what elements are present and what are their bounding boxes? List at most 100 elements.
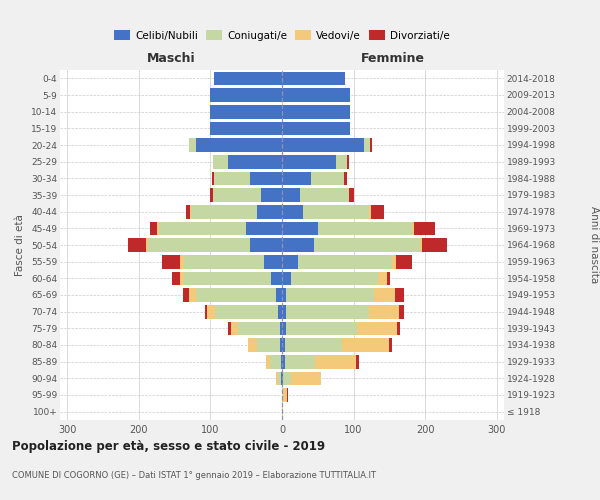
Bar xyxy=(276,372,282,385)
Bar xyxy=(246,222,282,235)
Text: Popolazione per età, sesso e stato civile - 2019: Popolazione per età, sesso e stato civil… xyxy=(12,440,325,453)
Bar xyxy=(207,305,282,318)
Bar xyxy=(181,255,282,268)
Bar xyxy=(231,322,282,335)
Bar xyxy=(282,322,400,335)
Bar xyxy=(212,155,282,168)
Bar xyxy=(282,355,285,368)
Bar xyxy=(282,105,350,118)
Bar xyxy=(282,72,345,85)
Bar xyxy=(205,305,282,318)
Bar xyxy=(211,105,282,118)
Bar xyxy=(212,188,282,202)
Bar xyxy=(271,272,282,285)
Bar xyxy=(184,272,282,285)
Bar xyxy=(282,272,390,285)
Bar xyxy=(282,172,344,185)
Bar xyxy=(282,72,345,85)
Bar xyxy=(211,88,282,102)
Bar xyxy=(161,255,282,268)
Bar xyxy=(282,255,392,268)
Bar xyxy=(282,405,283,418)
Bar xyxy=(282,122,350,135)
Bar xyxy=(214,72,282,85)
Bar xyxy=(238,322,282,335)
Bar xyxy=(282,305,286,318)
Bar xyxy=(282,88,350,102)
Bar xyxy=(214,72,282,85)
Bar xyxy=(282,172,311,185)
Bar xyxy=(282,238,422,252)
Bar xyxy=(282,288,286,302)
Bar xyxy=(150,222,282,235)
Bar xyxy=(282,388,287,402)
Bar xyxy=(282,105,350,118)
Bar xyxy=(282,188,349,202)
Bar xyxy=(282,255,412,268)
Bar xyxy=(282,72,345,85)
Bar xyxy=(189,288,282,302)
Bar xyxy=(282,122,350,135)
Bar xyxy=(184,255,282,268)
Bar xyxy=(282,372,320,385)
Y-axis label: Fasce di età: Fasce di età xyxy=(16,214,25,276)
Bar xyxy=(282,288,374,302)
Bar xyxy=(211,122,282,135)
Bar xyxy=(212,188,282,202)
Bar xyxy=(282,255,298,268)
Bar xyxy=(282,188,355,202)
Bar xyxy=(257,338,282,352)
Bar xyxy=(250,172,282,185)
Bar xyxy=(248,338,282,352)
Bar xyxy=(281,372,282,385)
Bar xyxy=(212,155,282,168)
Bar xyxy=(282,305,399,318)
Bar xyxy=(282,238,314,252)
Bar xyxy=(196,138,282,152)
Bar xyxy=(157,222,282,235)
Bar xyxy=(189,138,282,152)
Bar xyxy=(148,238,282,252)
Bar xyxy=(282,355,356,368)
Bar xyxy=(214,72,282,85)
Bar xyxy=(282,222,412,235)
Bar xyxy=(282,205,370,218)
Bar xyxy=(212,155,282,168)
Bar xyxy=(266,355,282,368)
Bar xyxy=(282,88,350,102)
Bar xyxy=(282,172,347,185)
Bar xyxy=(282,205,304,218)
Bar xyxy=(282,305,368,318)
Bar xyxy=(211,88,282,102)
Bar xyxy=(282,322,397,335)
Bar xyxy=(196,288,282,302)
Bar xyxy=(282,205,371,218)
Bar xyxy=(282,388,283,402)
Bar xyxy=(282,238,420,252)
Bar xyxy=(211,105,282,118)
Bar xyxy=(276,288,282,302)
Bar xyxy=(282,172,344,185)
Bar xyxy=(280,322,282,335)
Bar xyxy=(228,155,282,168)
Bar xyxy=(282,88,350,102)
Bar xyxy=(146,238,282,252)
Bar xyxy=(257,205,282,218)
Bar xyxy=(282,155,336,168)
Bar xyxy=(278,372,282,385)
Bar xyxy=(282,388,288,402)
Bar xyxy=(281,355,282,368)
Bar xyxy=(270,355,282,368)
Bar xyxy=(189,138,282,152)
Bar xyxy=(282,305,404,318)
Bar xyxy=(282,338,392,352)
Bar xyxy=(282,88,350,102)
Bar xyxy=(282,222,318,235)
Bar xyxy=(282,155,347,168)
Bar xyxy=(282,338,342,352)
Bar xyxy=(282,372,290,385)
Text: Maschi: Maschi xyxy=(146,52,196,65)
Bar xyxy=(282,138,372,152)
Text: Femmine: Femmine xyxy=(361,52,425,65)
Bar xyxy=(211,122,282,135)
